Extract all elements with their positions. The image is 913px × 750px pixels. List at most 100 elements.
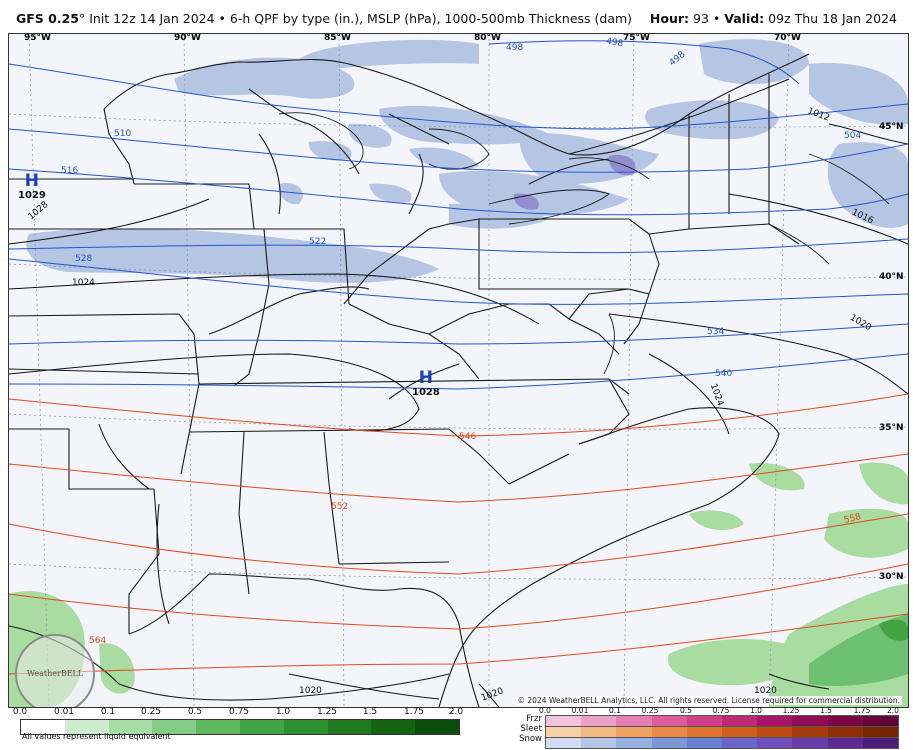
init-time: Init 12z 14 Jan 2024: [85, 11, 215, 26]
latitude-label: 35°N: [879, 423, 904, 433]
qpf-swatch: [371, 720, 416, 734]
degree-sign: °: [79, 11, 86, 26]
longitude-label: 75°W: [623, 33, 650, 43]
rain-area: [668, 639, 809, 686]
snow-area: [699, 39, 809, 85]
longitude-label: 80°W: [474, 33, 501, 43]
graticule: [9, 34, 908, 707]
thickness-label: 516: [61, 166, 79, 176]
legend: 0.0 0.01 0.1 0.25 0.5 0.75 1.0 1.25 1.5 …: [0, 706, 913, 750]
copyright-notice: © 2024 WeatherBELL Analytics, LLC. All r…: [515, 696, 902, 705]
qpf-tick-labels: 0.0 0.01 0.1 0.25 0.5 0.75 1.0 1.25 1.5 …: [0, 706, 470, 718]
rain-heavy-area: [879, 619, 908, 641]
type-swatch: [862, 738, 899, 748]
qpf-tick: 0.1: [100, 707, 116, 717]
type-tick: 1.75: [853, 706, 871, 715]
forecast-map: 95°W 90°W 85°W 80°W 75°W 70°W 45°N 40°N …: [8, 33, 909, 708]
snow-area: [409, 147, 479, 170]
type-swatch: [581, 716, 617, 726]
qpf-tick: 0.0: [12, 707, 28, 717]
type-swatch: [827, 738, 863, 748]
snow-area: [369, 183, 412, 204]
high-pressure-value: 1028: [412, 387, 440, 398]
thickness-warm-lines: [9, 393, 908, 675]
model-name: GFS 0.25: [16, 11, 79, 26]
snow-area: [278, 183, 303, 205]
qpf-swatch: [196, 720, 240, 734]
map-background: [9, 34, 908, 707]
hour-label: Hour:: [649, 11, 690, 26]
type-swatch: [757, 727, 793, 737]
type-swatch: [722, 727, 758, 737]
qpf-tick: 1.0: [275, 707, 291, 717]
type-tick: 0.25: [641, 706, 659, 715]
type-swatch: [651, 727, 687, 737]
map-header: GFS 0.25° Init 12z 14 Jan 2024 • 6-h QPF…: [0, 0, 913, 34]
type-swatch: [757, 738, 793, 748]
high-pressure-center: H 1029: [18, 172, 46, 201]
snow-area: [308, 141, 352, 161]
type-tick: 1.25: [782, 706, 800, 715]
qpf-swatch: [415, 720, 459, 734]
type-swatch: [546, 716, 582, 726]
snow-heavy-area: [513, 193, 539, 210]
type-tick-labels: 0.0 0.01 0.1 0.25 0.5 0.75 1.0 1.25 1.5 …: [0, 706, 913, 716]
type-swatch: [827, 716, 863, 726]
qpf-tick: 0.01: [53, 707, 75, 717]
rain-area: [824, 508, 908, 558]
snow-precip-areas: [26, 39, 908, 283]
snow-area: [348, 123, 392, 148]
thickness-label: 498: [506, 43, 524, 53]
type-tick: 2.0: [887, 706, 899, 715]
type-swatch: [792, 738, 828, 748]
type-swatch: [722, 738, 758, 748]
type-tick: 0.0: [539, 706, 551, 715]
thickness-label: 510: [114, 129, 132, 139]
type-bar-sleet: [545, 726, 899, 737]
type-swatch: [686, 727, 723, 737]
qpf-tick: 1.75: [403, 707, 425, 717]
high-pressure-letter: H: [24, 171, 40, 191]
type-swatch: [651, 738, 687, 748]
high-pressure-center: H 1028: [412, 369, 440, 398]
qpf-tick: 2.0: [448, 707, 464, 717]
hour-value: 93: [693, 11, 709, 26]
type-label-frzr: Frzr: [526, 714, 542, 724]
type-tick: 0.1: [609, 706, 621, 715]
qpf-color-bar: [20, 719, 460, 735]
type-tick: 0.5: [680, 706, 692, 715]
qpf-tick: 1.5: [362, 707, 378, 717]
latitude-label: 45°N: [879, 122, 904, 132]
qpf-tick: 0.5: [187, 707, 203, 717]
type-swatch: [616, 727, 652, 737]
high-pressure-value: 1029: [18, 190, 46, 201]
type-tick: 0.01: [571, 706, 589, 715]
type-bar-frzr: [545, 715, 899, 726]
qpf-tick: 0.75: [228, 707, 250, 717]
type-swatch: [792, 727, 828, 737]
rain-area: [859, 462, 908, 505]
thickness-label: 546: [459, 432, 477, 442]
precip-type-color-bars: [545, 715, 899, 749]
type-swatch: [827, 727, 863, 737]
liquid-equivalent-note: All values represent liquid equivalent: [22, 732, 171, 741]
type-swatch: [546, 727, 582, 737]
rain-area: [689, 510, 744, 530]
thickness-label: 540: [715, 369, 733, 379]
thickness-label: 528: [75, 254, 93, 264]
type-swatch: [581, 738, 617, 748]
thickness-label: 552: [331, 502, 349, 512]
type-swatch: [581, 727, 617, 737]
longitude-label: 85°W: [324, 33, 351, 43]
rain-area: [99, 643, 135, 694]
qpf-swatch: [108, 720, 153, 734]
snow-area: [379, 105, 549, 145]
title-separator: •: [214, 11, 230, 26]
type-tick: 1.0: [750, 706, 762, 715]
thickness-label: 534: [707, 327, 725, 337]
qpf-swatch: [327, 720, 372, 734]
qpf-swatch: [283, 720, 328, 734]
coastlines: [278, 112, 890, 375]
type-swatch: [722, 716, 758, 726]
type-swatch: [792, 716, 828, 726]
